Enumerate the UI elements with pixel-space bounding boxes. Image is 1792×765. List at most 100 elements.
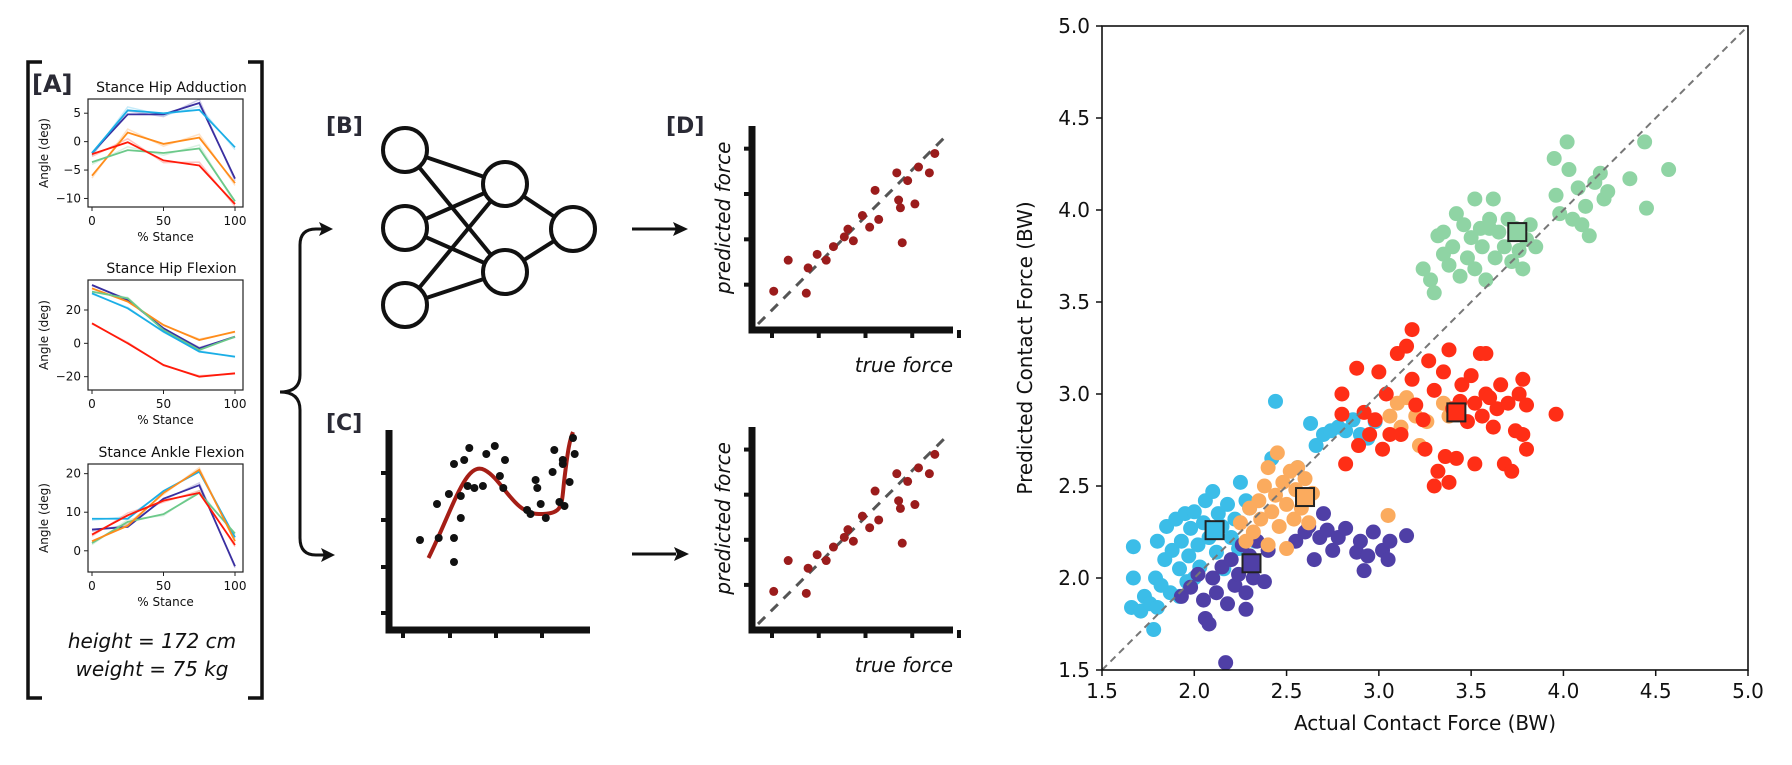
x-tick-label: 50 — [156, 214, 171, 228]
prediction-point — [828, 242, 838, 252]
network-node — [381, 281, 429, 329]
prediction-point — [914, 463, 924, 473]
prediction-point — [857, 211, 867, 221]
prediction-point — [848, 536, 858, 546]
scatter-point — [1205, 484, 1221, 500]
scatter-point — [1164, 542, 1180, 558]
mean-marker — [1507, 222, 1528, 243]
brace-upper — [279, 227, 325, 394]
scatter-point — [1149, 599, 1165, 615]
angle-line — [91, 131, 236, 184]
subplot-frame — [87, 463, 244, 573]
subplot-frame — [87, 279, 244, 391]
prediction-point — [821, 556, 831, 566]
x-axis-label: true force — [855, 653, 953, 677]
scatter-point — [1256, 478, 1272, 494]
left-bracket — [26, 60, 42, 700]
scatter-point — [1264, 504, 1280, 520]
scatter-point — [1267, 393, 1283, 409]
x-tick-label: 2.0 — [1178, 679, 1210, 703]
subplot-title: Stance Ankle Flexion — [98, 445, 244, 461]
prediction-point — [874, 515, 884, 525]
scatter-point — [1382, 408, 1398, 424]
scatter-point — [1319, 522, 1335, 538]
x-tick-label: 4.5 — [1640, 679, 1672, 703]
angle-line — [91, 108, 236, 154]
scatter-point — [1548, 406, 1564, 422]
scatter-point — [1561, 162, 1577, 178]
prediction-point — [803, 563, 813, 573]
data-point — [465, 444, 474, 452]
scatter-point — [1223, 552, 1239, 568]
scatter-point — [1334, 386, 1350, 402]
arrow-b-to-d-icon — [673, 222, 688, 236]
network-node — [481, 248, 529, 296]
data-point — [478, 482, 487, 490]
y-tick-label: −10 — [56, 191, 81, 205]
data-point — [526, 510, 535, 518]
angle-line — [91, 290, 236, 351]
panel-b: [B] — [326, 114, 597, 329]
data-point — [450, 558, 458, 566]
y-tick-label: 3.5 — [1058, 290, 1090, 314]
scatter-point — [1275, 474, 1291, 490]
data-point — [463, 482, 472, 490]
panel-a-label: [A] — [32, 70, 73, 98]
scatter-point — [1183, 579, 1199, 595]
scatter-point — [1380, 507, 1396, 523]
series-subject-purple — [1173, 506, 1415, 671]
data-point — [541, 514, 550, 522]
network-node — [481, 160, 529, 208]
prediction-point — [839, 532, 849, 542]
scatter-point — [1351, 438, 1367, 454]
x-axis-label: Actual Contact Force (BW) — [1294, 711, 1556, 735]
scatter-point — [1301, 515, 1317, 531]
height-text: height = 172 cm — [68, 629, 236, 653]
y-axis-label: Predicted Contact Force (BW) — [1013, 201, 1037, 494]
scatter-point — [1382, 533, 1398, 549]
scatter-point — [1183, 520, 1199, 536]
scatter-point — [1574, 217, 1590, 233]
scatter-point — [1279, 496, 1295, 512]
subplot-title: Stance Hip Adduction — [96, 80, 247, 96]
data-point — [558, 460, 567, 468]
scatter-point — [1149, 533, 1165, 549]
scatter-point — [1482, 390, 1498, 406]
prediction-point — [895, 203, 905, 213]
mean-marker — [1241, 553, 1262, 574]
scatter-point — [1430, 228, 1446, 244]
angle-line — [91, 141, 236, 205]
prediction-point — [892, 469, 902, 479]
scatter-point — [1570, 180, 1586, 196]
scatter-point — [1208, 544, 1224, 560]
scatter-point — [1315, 506, 1331, 522]
panel-c: [C] — [326, 411, 590, 638]
y-axis-label: Angle (deg) — [37, 483, 51, 553]
prediction-point — [843, 224, 853, 234]
scatter-point — [1399, 338, 1415, 354]
scatter-point — [1515, 261, 1531, 277]
scatter-point — [1404, 322, 1420, 338]
scatter-point — [1271, 518, 1287, 534]
data-point — [569, 434, 577, 442]
scatter-point — [1459, 250, 1475, 266]
y-tick-label: −5 — [63, 163, 81, 177]
scatter-point — [1365, 524, 1381, 540]
x-tick-label: 4.0 — [1548, 679, 1580, 703]
prediction-point — [924, 469, 934, 479]
scatter-point — [1260, 537, 1276, 553]
scatter-point — [1404, 371, 1420, 387]
network-node — [381, 204, 429, 252]
weight-text: weight = 75 kg — [76, 657, 229, 681]
scatter-point — [1186, 504, 1202, 520]
scatter-point — [1487, 250, 1503, 266]
angle-line — [91, 322, 236, 378]
scatter-point — [1125, 570, 1141, 586]
data-point — [470, 484, 479, 492]
scatter-point — [1546, 150, 1562, 166]
scatter-point — [1435, 364, 1451, 380]
data-point — [433, 500, 441, 508]
scatter-point — [1260, 460, 1276, 476]
scatter-point — [1515, 426, 1531, 442]
